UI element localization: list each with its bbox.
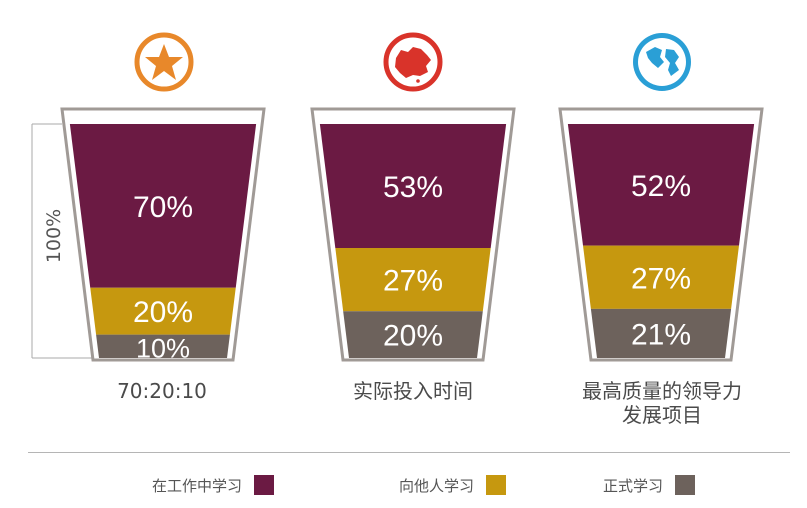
category-label-2: 实际投入时间 — [313, 379, 513, 403]
legend-swatch-3 — [675, 475, 696, 495]
value-label-1-3: 10% — [136, 333, 190, 363]
legend-item-3: 正式学习 — [603, 474, 696, 496]
value-label-2-1: 53% — [383, 171, 443, 204]
globe-icon — [633, 33, 691, 91]
legend-label-1: 在工作中学习 — [152, 476, 243, 495]
category-label-3: 最高质量的领导力 发展项目 — [556, 379, 768, 427]
segment-2-1 — [319, 124, 507, 249]
category-label-1: 70:20:10 — [62, 379, 262, 403]
segment-3-2 — [583, 245, 739, 309]
legend-item-2: 向他人学习 — [399, 474, 507, 496]
value-label-3-3: 21% — [631, 318, 691, 351]
legend-label-3: 正式学习 — [603, 476, 664, 495]
cup-3: 52% 27% 21% — [558, 107, 764, 362]
value-label-3-1: 52% — [631, 170, 691, 203]
value-label-2-3: 20% — [383, 320, 443, 353]
axis-bracket: 100% — [31, 123, 94, 359]
china-map-icon — [383, 32, 443, 92]
legend-item-1: 在工作中学习 — [152, 474, 275, 496]
legend-swatch-2 — [486, 475, 507, 495]
cup-2: 53% 27% 20% — [310, 107, 516, 362]
value-label-1-2: 20% — [133, 296, 193, 329]
segment-1-1 — [69, 124, 257, 288]
segment-2-2 — [335, 248, 491, 312]
category-label-1-line-1: 70:20:10 — [117, 379, 207, 403]
segment-2-3 — [343, 311, 483, 358]
value-label-1-1: 70% — [133, 191, 193, 224]
star-icon — [134, 32, 194, 92]
cups-group: 70% 20% 10% 53% 27% 20% 52% 27% 21% — [60, 107, 764, 363]
category-label-3-line-2: 发展项目 — [622, 403, 702, 427]
category-label-3-line-1: 最高质量的领导力 — [582, 379, 742, 403]
value-label-3-2: 27% — [631, 262, 691, 295]
value-label-2-2: 27% — [383, 265, 443, 298]
segment-3-1 — [567, 124, 755, 246]
segment-1-3 — [96, 334, 230, 358]
divider — [28, 452, 790, 453]
legend-swatch-1 — [254, 475, 275, 495]
cup-1: 70% 20% 10% — [60, 107, 266, 363]
axis-label: 100% — [43, 209, 65, 263]
legend-label-2: 向他人学习 — [399, 476, 475, 495]
segment-1-2 — [90, 287, 236, 335]
segment-3-3 — [590, 308, 732, 358]
category-label-2-line-1: 实际投入时间 — [353, 379, 473, 403]
